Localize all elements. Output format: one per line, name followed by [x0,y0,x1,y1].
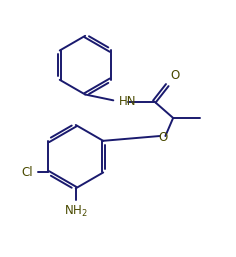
Text: HN: HN [119,95,137,108]
Text: O: O [158,131,167,144]
Text: Cl: Cl [21,166,33,179]
Text: O: O [170,69,179,82]
Text: NH$_2$: NH$_2$ [64,204,88,219]
